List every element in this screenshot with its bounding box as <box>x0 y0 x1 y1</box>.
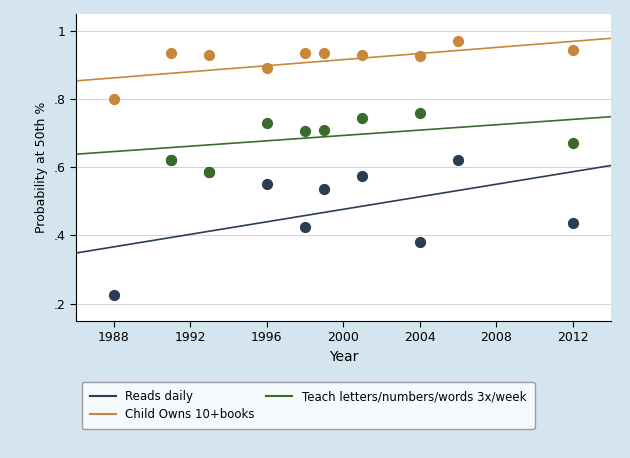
Point <box>109 291 119 299</box>
Point <box>166 49 176 57</box>
Point <box>109 95 119 103</box>
Point <box>568 220 578 227</box>
Point <box>300 223 310 230</box>
Point <box>453 157 463 164</box>
Point <box>204 169 214 176</box>
Point <box>300 49 310 57</box>
Point <box>262 65 272 72</box>
Point <box>568 46 578 53</box>
Point <box>166 157 176 164</box>
Legend: Reads daily, Child Owns 10+books, Teach letters/numbers/words 3x/week: Reads daily, Child Owns 10+books, Teach … <box>81 382 535 429</box>
Point <box>357 114 367 121</box>
Point <box>204 169 214 176</box>
Y-axis label: Probability at 50th %: Probability at 50th % <box>35 102 48 233</box>
Point <box>204 51 214 58</box>
Point <box>319 185 329 193</box>
Point <box>415 109 425 116</box>
Point <box>568 140 578 147</box>
Point <box>357 51 367 58</box>
Point <box>319 49 329 57</box>
Point <box>262 180 272 188</box>
X-axis label: Year: Year <box>329 349 358 364</box>
Point <box>453 38 463 45</box>
Point <box>357 172 367 180</box>
Point <box>300 128 310 135</box>
Point <box>415 53 425 60</box>
Point <box>262 119 272 126</box>
Point <box>319 126 329 133</box>
Point <box>166 157 176 164</box>
Point <box>415 239 425 246</box>
